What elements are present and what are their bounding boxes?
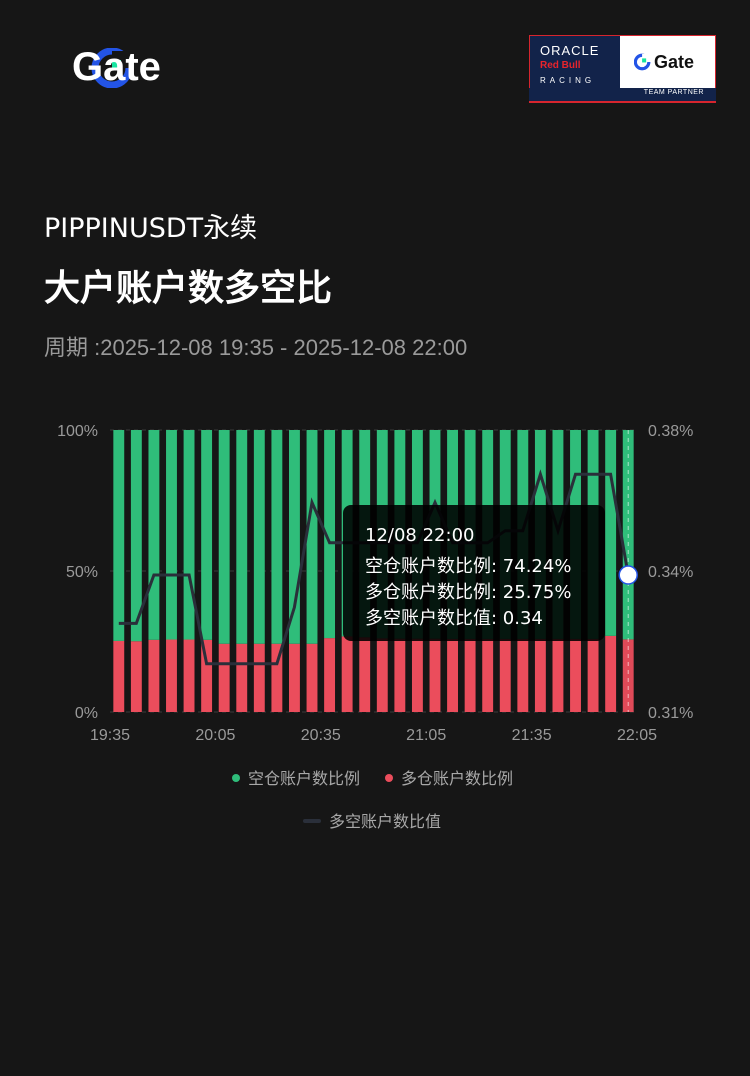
tooltip-short: 空仓账户数比例: 74.24%: [365, 556, 572, 577]
bar-long: [394, 638, 406, 712]
legend-short[interactable]: 空仓账户数比例: [232, 765, 360, 789]
right-tick-label: 0.34%: [648, 564, 693, 581]
symbol-label: PIPPINUSDT永续: [44, 213, 258, 244]
left-tick-label: 50%: [66, 564, 98, 581]
bar-short: [166, 430, 177, 640]
bar-long: [306, 643, 318, 712]
x-tick-label: 22:05: [617, 727, 657, 744]
legend-ratio[interactable]: 多空账户数比值: [303, 808, 441, 832]
bar-short: [113, 430, 125, 641]
gate-logo-text: Gate: [72, 45, 161, 89]
x-tick-label: 20:05: [195, 727, 235, 744]
page-title: 大户账户数多空比: [44, 268, 333, 309]
hover-point: [618, 565, 638, 585]
bar-short: [201, 430, 213, 640]
bar-long: [464, 638, 476, 712]
tooltip-long: 多仓账户数比例: 25.75%: [365, 582, 572, 603]
bar-long: [236, 643, 248, 712]
partner-redbull: Red Bull: [540, 60, 581, 71]
bar-short: [289, 430, 300, 644]
bar-long: [376, 638, 388, 712]
legend-short-label: 空仓账户数比例: [248, 769, 361, 788]
bar-short: [605, 430, 617, 636]
left-tick-label: 0%: [75, 705, 98, 722]
bar-short: [324, 430, 336, 639]
bar-long: [271, 643, 283, 712]
left-tick-label: 100%: [57, 423, 98, 440]
right-tick-label: 0.38%: [648, 423, 693, 440]
bar-long: [253, 643, 265, 712]
legend-long-swatch: [385, 773, 393, 782]
bar-long: [201, 639, 213, 712]
tooltip-ratio: 多空账户数比值: 0.34: [365, 608, 543, 629]
partner-tag: TEAM PARTNER: [643, 89, 704, 96]
bar-long: [499, 638, 511, 712]
legend-long[interactable]: 多仓账户数比例: [385, 765, 513, 789]
tooltip-time: 12/08 22:00: [365, 525, 475, 546]
bar-short: [271, 430, 283, 644]
partner-tag-bar: TEAM PARTNER: [529, 88, 716, 103]
x-tick-label: 19:35: [90, 727, 130, 744]
bar-long: [482, 638, 494, 712]
legend-short-swatch: [232, 773, 240, 782]
x-tick-label: 21:35: [512, 727, 552, 744]
bar-short: [130, 430, 142, 642]
bar-long: [447, 638, 458, 712]
x-tick-label: 21:05: [406, 727, 446, 744]
bar-long: [130, 641, 142, 712]
bar-long: [289, 643, 300, 712]
bar-long: [148, 639, 160, 712]
x-tick-label: 20:35: [301, 727, 341, 744]
bar-long: [341, 636, 353, 712]
bar-long: [359, 637, 371, 712]
bar-long: [517, 638, 529, 712]
bar-long: [552, 638, 564, 712]
legend-ratio-label: 多空账户数比值: [329, 812, 442, 831]
bar-short: [148, 430, 160, 640]
bar-short: [183, 430, 195, 640]
bar-long: [622, 639, 634, 712]
bar-long: [113, 640, 125, 712]
partner-oracle: ORACLE: [540, 43, 600, 58]
partner-racing: RACING: [540, 76, 596, 85]
bar-short: [236, 430, 248, 644]
partner-gate-icon: [634, 53, 652, 71]
bar-short: [306, 430, 318, 644]
legend-ratio-swatch: [303, 818, 321, 823]
period-label: 周期 :2025-12-08 19:35 - 2025-12-08 22:00: [44, 335, 468, 360]
bar-long: [429, 638, 441, 712]
bar-long: [570, 638, 581, 712]
partner-gate-text: Gate: [654, 52, 695, 72]
bar-short: [253, 430, 265, 644]
bar-long: [183, 639, 195, 712]
chart-tooltip: 12/08 22:00 空仓账户数比例: 74.24% 多仓账户数比例: 25.…: [343, 505, 605, 641]
bar-long: [605, 635, 617, 712]
bar-long: [166, 639, 177, 712]
legend-long-label: 多仓账户数比例: [401, 769, 514, 788]
bar-long: [218, 643, 230, 712]
right-tick-label: 0.31%: [648, 705, 693, 722]
bar-long: [411, 638, 423, 712]
bar-short: [218, 430, 230, 644]
bar-long: [324, 638, 336, 712]
bar-long: [587, 638, 599, 712]
bar-long: [534, 638, 546, 712]
gate-logo-icon: [91, 48, 133, 88]
